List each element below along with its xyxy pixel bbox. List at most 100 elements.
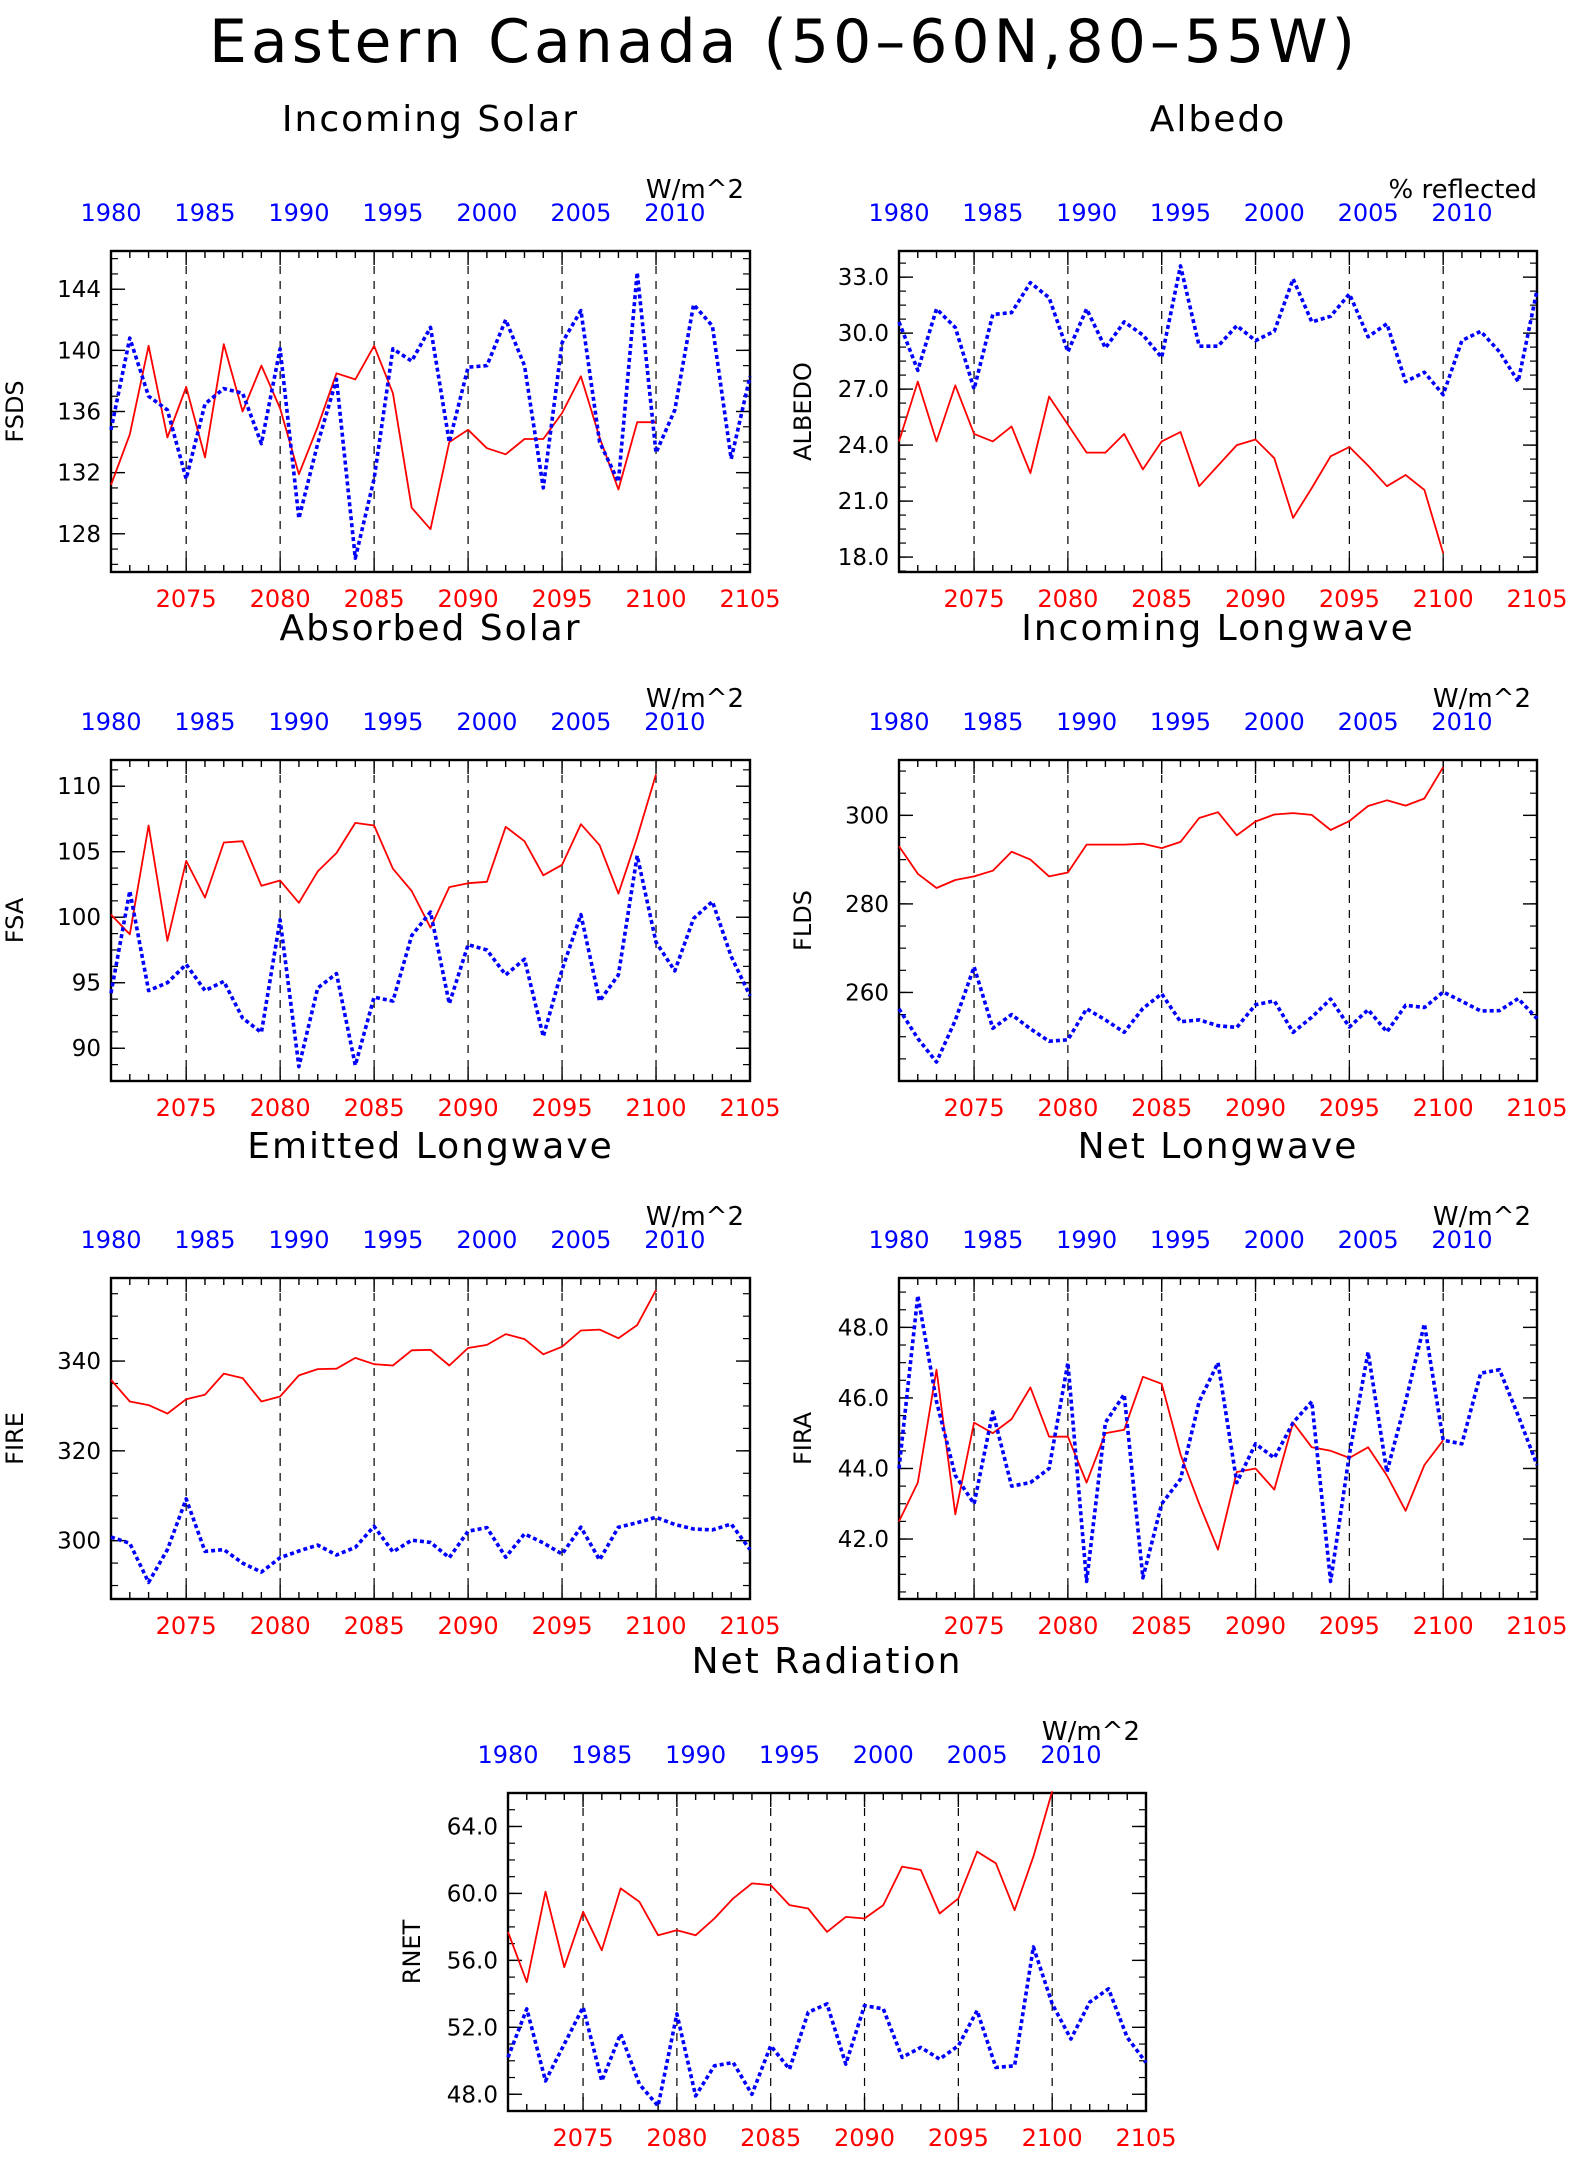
- x-top-tick-label: 1980: [868, 1226, 929, 1254]
- x-top-tick-label: 1995: [1150, 1226, 1211, 1254]
- x-top-tick-label: 2000: [456, 1226, 517, 1254]
- x-top-tick-label: 2000: [1244, 1226, 1305, 1254]
- x-tick-label: 2080: [1037, 585, 1098, 613]
- x-top-tick-label: 1990: [268, 1226, 329, 1254]
- x-top-tick-label: 2005: [550, 1226, 611, 1254]
- x-top-tick-label: 1995: [362, 708, 423, 736]
- y-tick-label: 46.0: [838, 1386, 889, 1412]
- x-top-tick-label: 1990: [665, 1741, 726, 1769]
- chart-panel: Net Longwave W/m^2 2075 2080 2085 2090 2095 210…: [789, 1126, 1568, 1640]
- chart-title: Incoming Solar: [282, 99, 579, 140]
- x-top-tick-label: 2010: [644, 199, 705, 227]
- series-line-historical: [109, 270, 752, 561]
- series-line-historical: [897, 264, 1539, 397]
- x-tick-label: 2080: [646, 2124, 707, 2152]
- y-tick-label: 300: [845, 803, 889, 829]
- x-tick-label: 2085: [344, 585, 405, 613]
- x-tick-label: 2075: [156, 585, 217, 613]
- x-top-tick-label: 1980: [868, 199, 929, 227]
- x-tick-label: 2100: [625, 585, 686, 613]
- series-line-historical: [109, 853, 752, 1069]
- x-tick-label: 2090: [1225, 585, 1286, 613]
- series-line-future: [898, 766, 1444, 889]
- x-top-tick-label: 2000: [1244, 199, 1305, 227]
- x-top-tick-label: 1995: [362, 1226, 423, 1254]
- x-tick-label: 2090: [438, 1612, 499, 1640]
- x-tick-label: 2085: [1131, 1094, 1192, 1122]
- x-tick-label: 2075: [944, 585, 1005, 613]
- x-tick-label: 2105: [719, 1612, 780, 1640]
- x-top-tick-label: 2005: [1338, 1226, 1399, 1254]
- plot-frame: [897, 758, 1539, 1083]
- chart-panel: Incoming Solar W/m^2 2075 2080 2085 2090 2095 2…: [1, 99, 781, 613]
- x-tick-label: 2075: [553, 2124, 614, 2152]
- x-top-tick-label: 1990: [1056, 199, 1117, 227]
- y-tick-label: 33.0: [838, 265, 889, 291]
- x-tick-label: 2085: [1131, 1612, 1192, 1640]
- x-top-tick-label: 2000: [1244, 708, 1305, 736]
- chart-panel: Net Radiation W/m^2 2075 2080 2085 2090 2095 21…: [398, 1641, 1177, 2152]
- page-title: Eastern Canada (50–60N,80–55W): [209, 7, 1359, 77]
- y-tick-label: 110: [57, 774, 101, 800]
- y-tick-label: 64.0: [447, 1814, 498, 1840]
- y-tick-label: 260: [845, 980, 889, 1006]
- y-tick-label: 128: [57, 522, 101, 548]
- x-tick-label: 2105: [1506, 585, 1567, 613]
- x-top-tick-label: 1980: [80, 708, 141, 736]
- y-axis-label: FLDS: [789, 890, 817, 951]
- x-top-tick-label: 1985: [962, 1226, 1023, 1254]
- chart-title: Net Radiation: [692, 1641, 963, 1682]
- y-tick-label: 44.0: [838, 1456, 889, 1482]
- series-line-future: [110, 774, 657, 942]
- x-tick-label: 2090: [1225, 1612, 1286, 1640]
- y-tick-label: 42.0: [838, 1527, 889, 1553]
- y-tick-label: 24.0: [838, 433, 889, 459]
- y-tick-label: 132: [57, 461, 101, 487]
- x-top-tick-label: 2010: [1431, 1226, 1492, 1254]
- x-tick-label: 2090: [834, 2124, 895, 2152]
- x-tick-label: 2100: [1413, 1094, 1474, 1122]
- x-tick-label: 2075: [156, 1094, 217, 1122]
- x-tick-label: 2085: [740, 2124, 801, 2152]
- x-top-tick-label: 1980: [868, 708, 929, 736]
- x-top-tick-label: 2010: [1431, 708, 1492, 736]
- x-top-tick-label: 1990: [268, 199, 329, 227]
- x-top-tick-label: 1985: [962, 199, 1023, 227]
- x-tick-label: 2085: [344, 1094, 405, 1122]
- x-tick-label: 2080: [250, 1094, 311, 1122]
- plot-frame: [897, 249, 1539, 574]
- x-tick-label: 2080: [1037, 1094, 1098, 1122]
- plot-frame: [109, 249, 752, 574]
- y-tick-label: 105: [57, 840, 101, 866]
- x-top-tick-label: 2010: [644, 708, 705, 736]
- x-top-tick-label: 1985: [174, 708, 235, 736]
- y-axis-label: RNET: [398, 1919, 426, 1984]
- chart-panel: Incoming Longwave W/m^2 2075 2080 2085 2090 20…: [789, 608, 1568, 1122]
- series-line-historical: [506, 1945, 1148, 2108]
- x-tick-label: 2075: [944, 1094, 1005, 1122]
- x-top-tick-label: 2005: [550, 708, 611, 736]
- x-tick-label: 2095: [1319, 1612, 1380, 1640]
- y-tick-label: 340: [57, 1349, 101, 1375]
- units-label: W/m^2: [646, 1202, 744, 1232]
- series-line-future: [507, 1791, 1054, 1983]
- y-tick-label: 95: [72, 971, 101, 997]
- series-line-historical: [897, 964, 1539, 1064]
- x-top-tick-label: 1980: [477, 1741, 538, 1769]
- y-axis-label: FIRE: [1, 1412, 29, 1465]
- x-tick-label: 2105: [1115, 2124, 1176, 2152]
- y-axis-label: FSA: [1, 897, 29, 943]
- series-line-future: [898, 380, 1445, 554]
- y-axis-label: FIRA: [789, 1411, 817, 1465]
- x-tick-label: 2085: [344, 1612, 405, 1640]
- chart-title: Albedo: [1150, 99, 1287, 140]
- x-tick-label: 2080: [250, 1612, 311, 1640]
- x-top-tick-label: 1990: [268, 708, 329, 736]
- x-tick-label: 2105: [1506, 1094, 1567, 1122]
- x-top-tick-label: 2005: [1338, 708, 1399, 736]
- x-top-tick-label: 1980: [80, 1226, 141, 1254]
- y-tick-label: 48.0: [838, 1315, 889, 1341]
- x-tick-label: 2100: [1413, 585, 1474, 613]
- units-label: W/m^2: [1042, 1717, 1140, 1747]
